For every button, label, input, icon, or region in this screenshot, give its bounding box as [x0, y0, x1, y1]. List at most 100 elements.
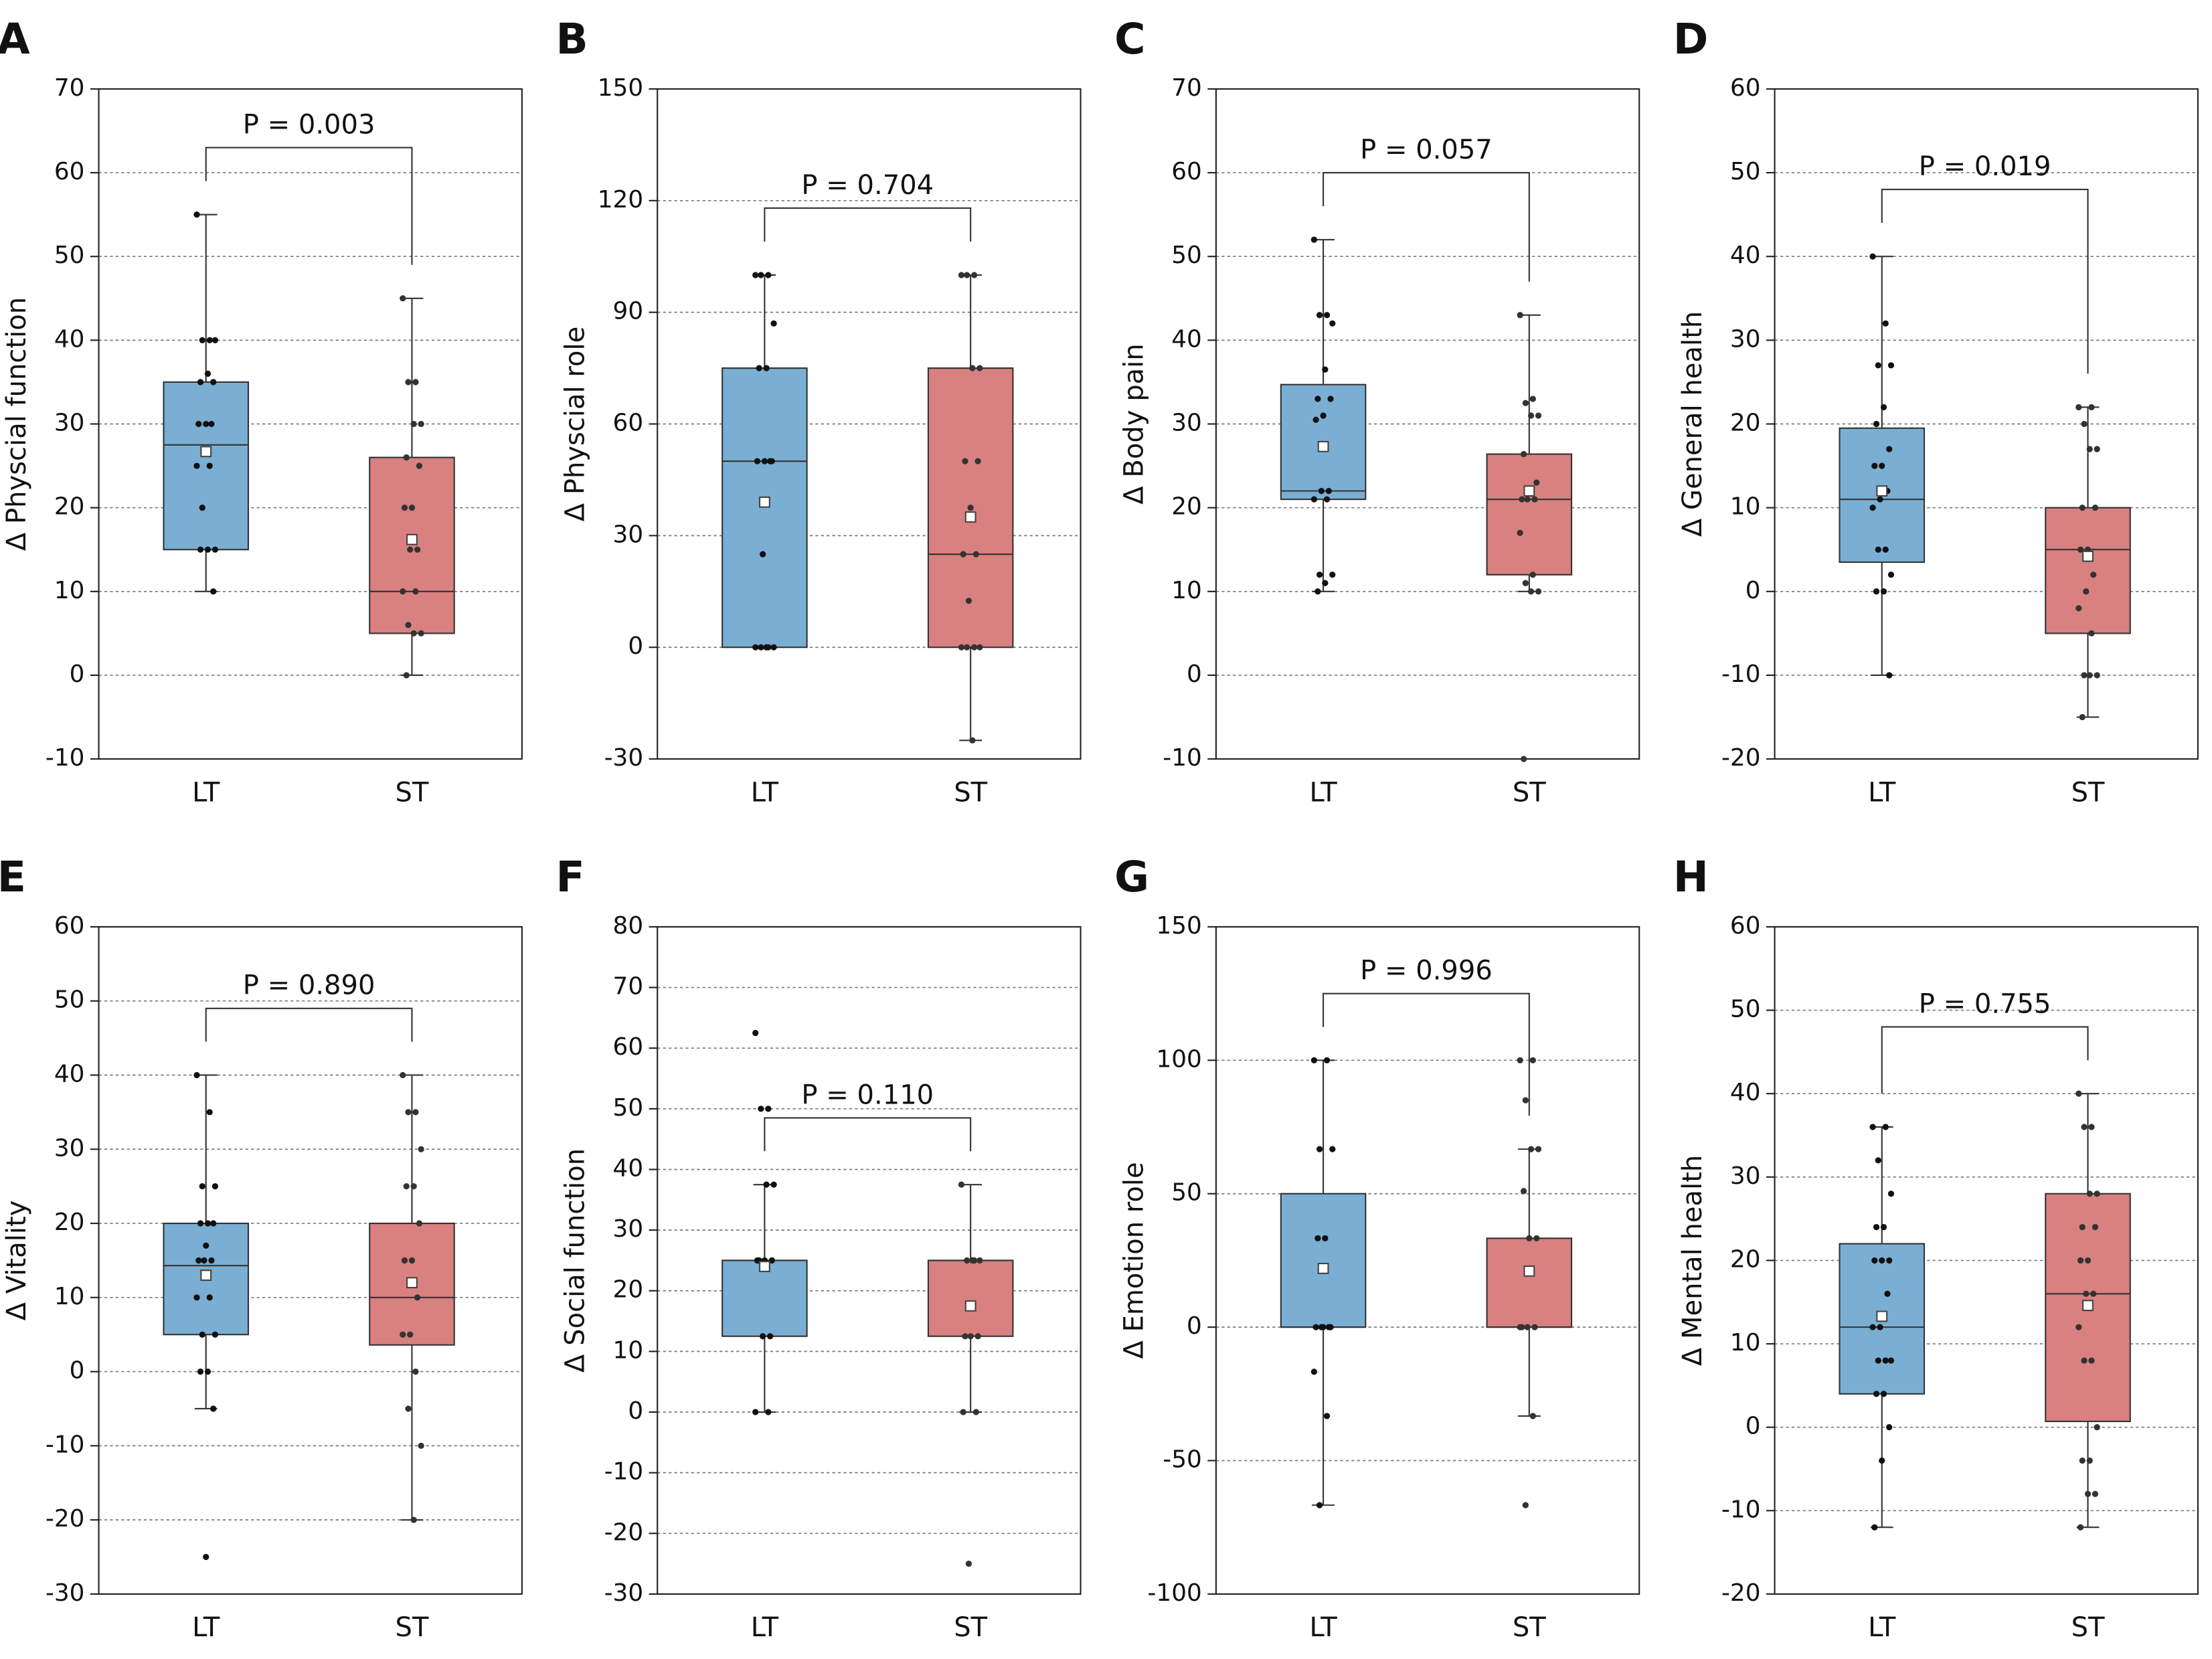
data-point: [195, 1257, 202, 1264]
y-tick-label: 0: [70, 1357, 85, 1385]
data-point: [965, 1560, 972, 1567]
data-point: [2086, 1191, 2093, 1197]
p-value: P = 0.996: [1360, 956, 1493, 986]
data-point: [210, 1220, 217, 1227]
y-tick-label: 50: [613, 1094, 644, 1122]
data-point: [1877, 1324, 1883, 1330]
y-tick-label: 30: [1730, 1162, 1761, 1190]
y-tick-label: -10: [46, 1431, 85, 1458]
x-tick-label: LT: [1309, 1612, 1337, 1643]
data-point: [410, 630, 417, 637]
y-tick-label: -30: [46, 1579, 85, 1607]
mean-marker: [406, 533, 418, 545]
y-tick-label: -20: [46, 1505, 85, 1533]
mean-marker: [758, 496, 770, 508]
data-point: [1522, 1502, 1529, 1508]
data-point: [211, 337, 219, 344]
data-point: [1871, 1524, 1878, 1531]
y-tick-label: 60: [613, 1033, 644, 1061]
y-tick-label: 100: [1156, 1045, 1201, 1073]
data-point: [2092, 1223, 2099, 1231]
significance-bracket: [764, 1117, 972, 1152]
x-tick-label: ST: [954, 777, 987, 808]
box: [927, 1259, 1014, 1337]
y-tick-label: 0: [628, 632, 643, 660]
y-tick-label: 60: [1730, 912, 1761, 940]
data-point: [206, 462, 213, 469]
y-axis-label: Δ Physcial role: [560, 327, 591, 521]
data-point: [412, 1368, 419, 1375]
data-point: [758, 1106, 764, 1112]
data-point: [2086, 1457, 2093, 1464]
data-point: [408, 1257, 416, 1264]
data-point: [203, 420, 209, 428]
y-tick-label: 60: [613, 410, 644, 437]
y-tick-label: 30: [1171, 410, 1202, 437]
data-point: [1314, 1235, 1321, 1241]
data-point: [1320, 412, 1327, 419]
data-point: [2075, 404, 2082, 411]
y-tick-label: 40: [1730, 1079, 1761, 1106]
data-point: [1520, 756, 1527, 762]
data-point: [2088, 1124, 2095, 1130]
data-point: [1529, 1413, 1536, 1419]
y-axis-label: Δ Body pain: [1118, 343, 1149, 504]
y-axis-label: Δ Vitality: [1, 1201, 32, 1321]
y-axis-label: Δ Emotion role: [1118, 1162, 1149, 1359]
panel: H -20 -10 0 10 20 30 40 50 60 Δ Mental health LT ST P…: [1673, 852, 2199, 1643]
panel: B -30 0 30 60 90 120 150 Δ Physcial role LT ST P = …: [556, 14, 1082, 808]
data-point: [405, 379, 412, 385]
data-point: [760, 551, 766, 557]
mean-marker: [200, 1270, 212, 1282]
y-tick-label: 60: [54, 912, 85, 940]
y-tick-label: 40: [54, 325, 85, 353]
data-point: [206, 1294, 213, 1301]
data-point: [197, 379, 204, 385]
y-axis-label: Δ Physcial function: [1, 297, 32, 551]
data-point: [976, 1257, 983, 1264]
plot-frame: [1215, 88, 1640, 760]
data-point: [763, 365, 770, 371]
data-point: [1880, 1223, 1887, 1231]
p-value: P = 0.003: [243, 109, 375, 140]
data-point: [1529, 396, 1536, 402]
y-tick-label: 30: [1730, 325, 1761, 353]
y-tick-label: -10: [46, 744, 85, 772]
y-tick-label: -100: [1148, 1579, 1202, 1607]
data-point: [967, 1333, 974, 1340]
y-tick-label: 90: [613, 298, 644, 325]
data-point: [1871, 462, 1878, 469]
data-point: [1869, 1124, 1876, 1130]
x-tick-label: ST: [954, 1612, 987, 1643]
mean-marker: [1523, 485, 1535, 497]
data-point: [969, 737, 976, 744]
data-point: [2075, 605, 2082, 612]
data-point: [964, 272, 970, 278]
data-point: [2094, 1191, 2100, 1197]
p-value: P = 0.755: [1919, 988, 2051, 1019]
data-point: [1875, 362, 1881, 369]
x-tick-label: ST: [1513, 777, 1546, 808]
data-point: [1310, 496, 1318, 503]
data-point: [763, 644, 770, 650]
mean-marker: [1317, 1262, 1329, 1274]
y-tick-label: 40: [613, 1154, 644, 1182]
y-tick-label: 80: [613, 912, 644, 940]
y-tick-label: -10: [604, 1458, 644, 1486]
y-tick-label: 0: [1746, 1413, 1761, 1440]
data-point: [1871, 1257, 1878, 1264]
y-tick-label: 20: [54, 1209, 85, 1236]
significance-bracket: [1323, 172, 1530, 282]
data-point: [970, 644, 978, 650]
y-tick-label: 20: [1730, 1245, 1761, 1273]
plot-frame: [98, 88, 523, 760]
significance-bracket: [764, 207, 972, 242]
data-point: [2083, 588, 2090, 595]
box: [369, 456, 455, 634]
data-point: [960, 551, 966, 557]
y-tick-label: 0: [1746, 577, 1761, 604]
data-point: [210, 379, 217, 385]
panel: A -10 0 10 20 30 40 50 60 70 Δ Physcial function LT…: [0, 14, 523, 808]
data-point: [1886, 1424, 1893, 1431]
y-tick-label: 50: [1730, 158, 1761, 185]
